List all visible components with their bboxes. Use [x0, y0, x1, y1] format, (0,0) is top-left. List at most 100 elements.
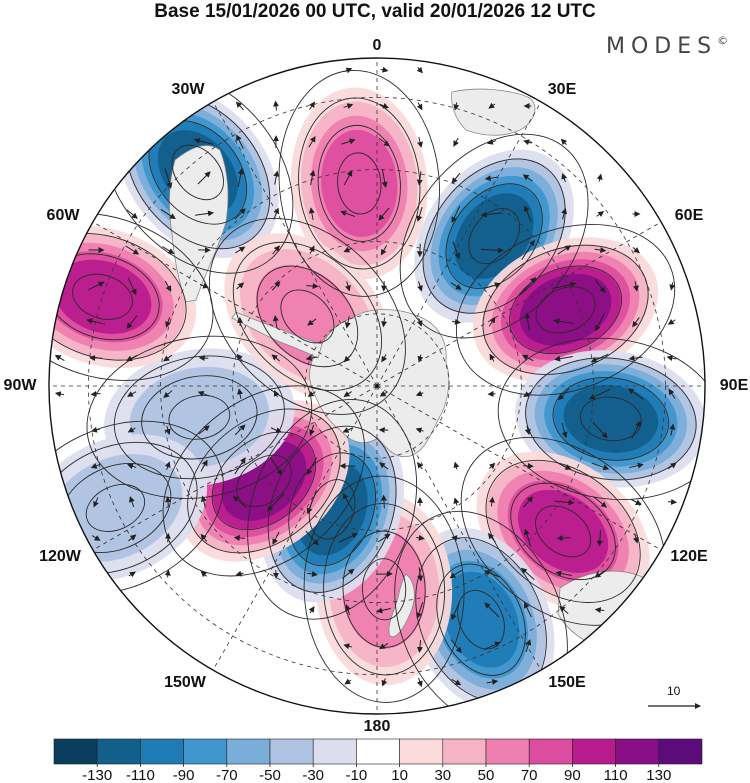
wind-vector — [590, 353, 609, 363]
wind-vector — [488, 462, 496, 470]
wind-vector — [163, 354, 173, 362]
wind-vector — [308, 245, 315, 254]
wind-vector — [343, 246, 352, 253]
wind-vector — [487, 138, 497, 145]
wind-vector — [558, 388, 570, 401]
wind-vector — [416, 171, 423, 186]
wind-vector — [521, 354, 534, 362]
land-layer — [168, 88, 670, 651]
streamline — [208, 217, 406, 415]
wind-vector — [481, 247, 504, 254]
wind-vector — [338, 533, 359, 543]
wind-vector — [232, 495, 247, 509]
meridian — [212, 101, 378, 387]
wind-vector — [236, 353, 244, 362]
wind-vector — [451, 318, 461, 325]
antarctica — [309, 309, 450, 458]
wind-vector — [525, 639, 532, 653]
meridian — [92, 385, 378, 551]
wind-vector — [523, 205, 532, 223]
wind-vector — [343, 103, 354, 110]
wind-vector — [594, 607, 605, 614]
wind-vector — [524, 528, 532, 547]
wind-vector — [273, 207, 280, 220]
wind-vector — [345, 281, 351, 292]
wind-vector — [193, 137, 214, 145]
wind-vector — [273, 170, 280, 185]
wind-vector — [198, 425, 210, 435]
wind-vector — [343, 643, 352, 650]
wind-vector — [378, 137, 390, 147]
wind-vector — [126, 209, 138, 219]
streamline — [236, 454, 292, 508]
wind-vector — [237, 168, 244, 187]
wind-vector — [666, 355, 677, 362]
wind-vector — [451, 535, 460, 542]
wind-vector — [416, 206, 423, 222]
wind-vector — [235, 101, 244, 111]
new-zealand — [388, 573, 415, 638]
wind-vector — [127, 391, 137, 397]
wind-vector — [200, 495, 207, 508]
colorbar-swatch — [96, 738, 141, 765]
wind-vector — [342, 492, 354, 511]
wind-vector — [237, 388, 243, 399]
wind-vector — [125, 245, 140, 255]
wind-vector — [307, 571, 318, 577]
streamline — [510, 482, 616, 581]
wind-vector — [417, 281, 423, 292]
wind-vector — [453, 102, 460, 111]
wind-vector — [520, 567, 535, 580]
wind-vector — [453, 497, 460, 506]
map-boundary — [48, 57, 706, 715]
wind-vector — [341, 568, 355, 580]
wind-vector — [378, 207, 390, 221]
wind-vector — [380, 494, 387, 509]
meridian — [212, 385, 378, 671]
africa-tip — [451, 88, 536, 136]
wind-vector — [523, 496, 534, 508]
colorbar-swatch — [226, 738, 271, 765]
wind-vector — [524, 312, 531, 331]
streamline — [468, 208, 520, 265]
colorbar-swatch — [399, 738, 444, 765]
wind-vector — [488, 102, 496, 109]
wind-vector — [523, 462, 534, 469]
wind-vector — [379, 462, 389, 470]
wind-vector — [128, 571, 136, 578]
lon-label-30e: 30E — [547, 81, 577, 98]
wind-vector — [381, 678, 388, 687]
wind-vector — [594, 247, 607, 254]
wind-vector — [591, 462, 610, 471]
streamline — [280, 289, 335, 344]
wind-vector — [267, 492, 285, 512]
streamline — [579, 396, 642, 442]
wind-vector — [272, 531, 280, 545]
wind-vector — [488, 496, 495, 507]
streamline — [247, 398, 418, 620]
streamline — [509, 265, 623, 355]
wind-vector — [451, 205, 461, 223]
wind-vector — [91, 535, 101, 541]
anomaly-contour-fill — [321, 129, 398, 238]
lon-label-60w: 60W — [46, 207, 80, 224]
streamline — [457, 589, 505, 650]
streamline — [113, 355, 285, 480]
streamline — [342, 530, 426, 648]
lon-label-150w: 150W — [164, 674, 206, 691]
wind-vector — [489, 353, 496, 362]
wind-vector — [596, 211, 605, 217]
latitude-circle — [160, 169, 594, 603]
wind-vector — [165, 496, 172, 507]
wind-vector — [595, 313, 605, 332]
wind-vector — [451, 172, 461, 184]
wind-vector — [343, 391, 352, 398]
wind-vector — [521, 239, 535, 260]
streamline — [422, 158, 566, 314]
meridian — [376, 385, 662, 551]
colorbar-swatch — [269, 738, 314, 765]
wind-vector — [594, 279, 606, 294]
colorbar-swatch — [183, 738, 228, 765]
streamline — [436, 563, 526, 676]
wind-vector — [449, 569, 462, 579]
